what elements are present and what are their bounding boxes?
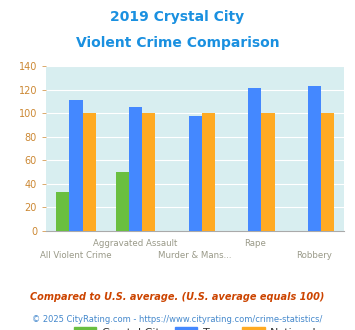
Bar (82, 113, 95, 231)
Bar (321, 113, 334, 231)
Bar (189, 115, 202, 231)
Bar (70, 100, 82, 231)
Bar (248, 88, 261, 231)
Text: Robbery: Robbery (296, 251, 333, 260)
Text: Violent Crime Comparison: Violent Crime Comparison (76, 36, 279, 50)
Bar (261, 113, 274, 231)
Text: 2019 Crystal City: 2019 Crystal City (110, 10, 245, 24)
Text: Compared to U.S. average. (U.S. average equals 100): Compared to U.S. average. (U.S. average … (30, 292, 325, 302)
Bar (202, 113, 215, 231)
Text: Rape: Rape (244, 239, 266, 248)
Bar (129, 107, 142, 231)
Bar (308, 86, 321, 231)
Text: Murder & Mans...: Murder & Mans... (158, 251, 232, 260)
Text: © 2025 CityRating.com - https://www.cityrating.com/crime-statistics/: © 2025 CityRating.com - https://www.city… (32, 315, 323, 324)
Text: Aggravated Assault: Aggravated Assault (93, 239, 178, 248)
Bar (142, 113, 155, 231)
Legend: Crystal City, Texas, National: Crystal City, Texas, National (69, 322, 321, 330)
Bar (56, 192, 70, 231)
Bar (116, 172, 129, 231)
Text: All Violent Crime: All Violent Crime (40, 251, 112, 260)
